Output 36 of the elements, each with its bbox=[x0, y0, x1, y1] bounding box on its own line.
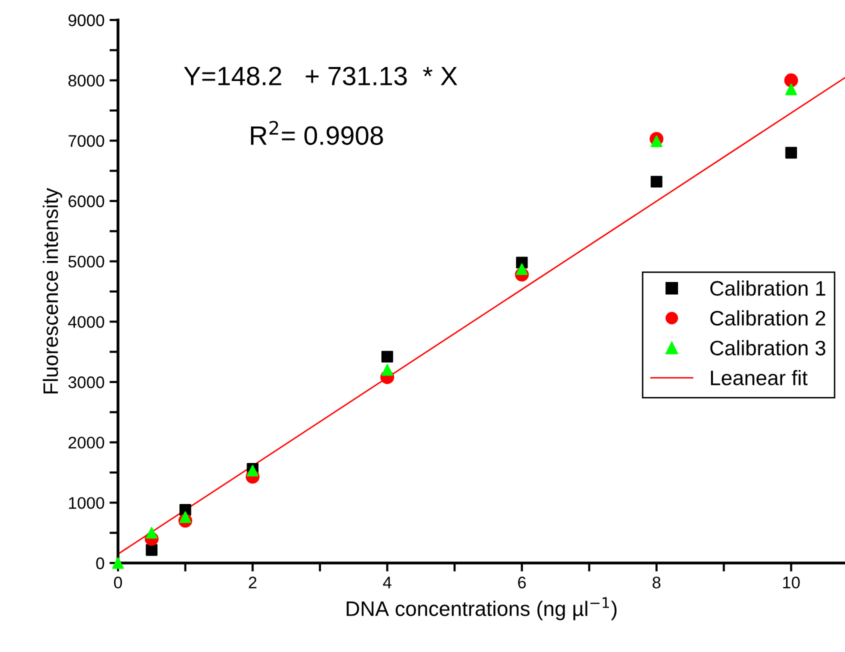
y-tick-label: 0 bbox=[96, 557, 104, 570]
legend-label: Calibration 2 bbox=[710, 310, 826, 326]
y-tick-label: 3000 bbox=[68, 376, 104, 388]
x-tick-label: 4 bbox=[383, 576, 392, 588]
legend-label: Calibration 3 bbox=[710, 340, 826, 356]
point bbox=[381, 364, 394, 376]
point bbox=[381, 350, 394, 363]
annotation: Y=148.2 + 731.13 * X bbox=[184, 66, 458, 86]
y-tick-label: 2000 bbox=[68, 436, 104, 449]
point bbox=[650, 135, 662, 148]
y-tick-label: 6000 bbox=[68, 195, 104, 208]
y-tick-label: 8000 bbox=[68, 74, 104, 87]
point bbox=[146, 544, 158, 556]
legend-label: Leanear fit bbox=[711, 370, 808, 386]
x-tick-label: 2 bbox=[248, 576, 256, 588]
point bbox=[650, 176, 662, 188]
point bbox=[179, 511, 192, 523]
point bbox=[785, 146, 797, 159]
y-tick-label: 9000 bbox=[68, 14, 104, 26]
point bbox=[112, 557, 124, 569]
x-tick-label: 10 bbox=[783, 576, 800, 588]
point bbox=[516, 263, 528, 276]
x-tick-label: 0 bbox=[114, 576, 122, 588]
point bbox=[146, 526, 158, 539]
y-axis-title: Fluorescence intensity bbox=[42, 188, 62, 394]
point bbox=[785, 84, 797, 96]
y-tick-label: 7000 bbox=[68, 135, 104, 147]
x-tick-label: 8 bbox=[652, 576, 660, 588]
x-axis-title: DNA concentrations (ng µl$^{−1}$) bbox=[346, 597, 617, 620]
annotation: R$^{2}$= 0.9908 bbox=[251, 120, 383, 145]
point bbox=[784, 73, 798, 88]
y-tick-label: 5000 bbox=[68, 256, 104, 268]
legend-label: Calibration 1 bbox=[710, 280, 826, 296]
y-tick-label: 1000 bbox=[69, 497, 104, 509]
x-tick-label: 6 bbox=[518, 576, 526, 588]
y-tick-label: 4000 bbox=[68, 316, 104, 328]
